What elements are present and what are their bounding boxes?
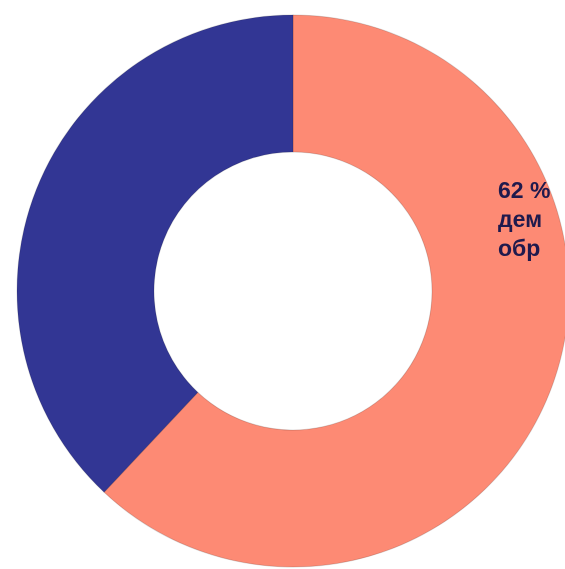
donut-slices bbox=[16, 14, 565, 568]
slice-label-1: 62 % дем обр bbox=[498, 177, 551, 261]
donut-slice-1 bbox=[103, 14, 565, 568]
donut-slice-2 bbox=[16, 14, 294, 493]
